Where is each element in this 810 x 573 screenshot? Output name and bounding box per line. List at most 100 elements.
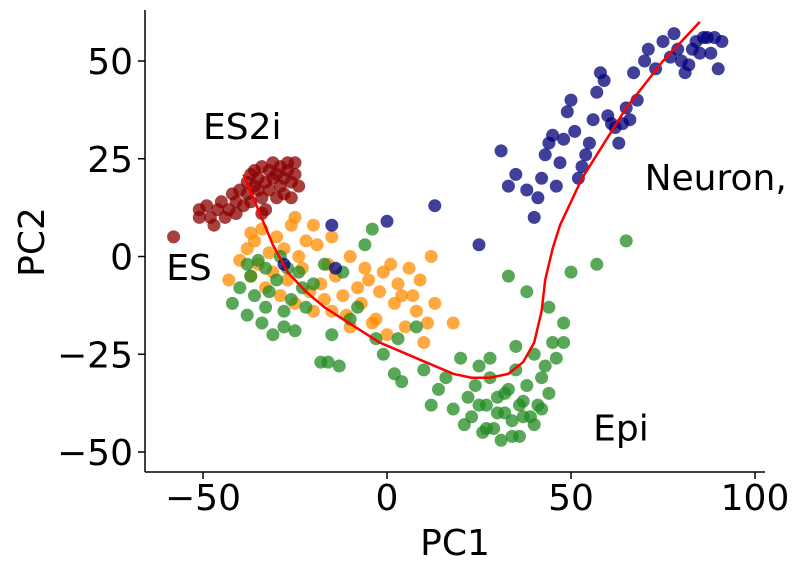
data-point [225, 296, 239, 310]
data-point [619, 234, 633, 248]
data-point [579, 148, 593, 162]
data-point [700, 31, 714, 44]
data-point [494, 433, 508, 447]
data-point [244, 226, 258, 240]
cluster-label: ES [166, 248, 212, 289]
data-point [240, 257, 254, 271]
x-tick-label: 0 [376, 478, 399, 519]
y-tick-label: 50 [87, 42, 133, 83]
data-point [376, 347, 390, 361]
data-point [373, 285, 387, 299]
data-point [472, 238, 486, 252]
data-point [167, 230, 181, 244]
data-point [365, 222, 379, 236]
data-point [516, 410, 530, 424]
data-point [542, 386, 556, 400]
data-point [351, 300, 365, 314]
data-point [329, 261, 342, 275]
x-tick-label: −50 [165, 478, 241, 519]
y-tick-label: −25 [57, 335, 133, 376]
data-point [192, 210, 206, 224]
data-point [277, 304, 291, 318]
data-point [248, 289, 261, 303]
data-point [520, 285, 534, 299]
trajectory-curve [242, 21, 701, 379]
data-point [273, 289, 287, 303]
data-point [682, 58, 696, 72]
data-point [306, 277, 320, 291]
data-point [288, 156, 302, 170]
data-point [325, 230, 339, 244]
data-point [527, 347, 541, 361]
data-point [299, 234, 313, 248]
data-point [262, 246, 276, 260]
data-point [266, 328, 280, 342]
data-point [656, 35, 670, 48]
data-point [402, 261, 416, 275]
data-point [564, 265, 578, 279]
data-point [667, 27, 681, 41]
data-point [325, 218, 339, 232]
data-point [424, 398, 438, 412]
cluster-label: ES2i [203, 107, 282, 148]
data-point [417, 363, 431, 377]
data-point [549, 179, 563, 193]
data-point [284, 293, 298, 306]
data-point [472, 359, 486, 373]
data-point [270, 230, 284, 244]
data-point [546, 128, 560, 142]
cluster-label: Neuron, [645, 158, 787, 199]
data-point [292, 179, 306, 193]
data-point [468, 379, 482, 392]
data-point [233, 281, 247, 295]
data-point [505, 414, 519, 428]
data-point [432, 382, 445, 396]
data-point [358, 261, 372, 275]
y-ticks: −50 −25 0 25 50 [57, 42, 145, 474]
data-point [597, 74, 611, 87]
data-point [336, 289, 350, 303]
data-point [288, 167, 302, 181]
data-point [505, 429, 519, 443]
data-point [627, 66, 641, 80]
data-point [259, 300, 273, 314]
data-point [557, 132, 571, 146]
data-point [380, 214, 394, 228]
data-point [461, 390, 475, 404]
data-point [413, 273, 427, 287]
data-point [671, 42, 685, 56]
data-point [575, 160, 589, 174]
data-point [586, 113, 600, 127]
data-point [358, 238, 372, 252]
data-point [288, 324, 302, 338]
data-point [535, 371, 549, 385]
data-point [343, 250, 357, 263]
data-point [200, 199, 214, 213]
data-point [362, 273, 376, 287]
data-point [527, 210, 541, 224]
data-point [417, 336, 431, 349]
y-axis-label: PC2 [12, 207, 53, 277]
data-point [501, 269, 515, 283]
points-layer [167, 27, 729, 447]
data-point [391, 277, 405, 291]
data-point [424, 250, 438, 263]
data-point [317, 257, 331, 271]
data-point [546, 336, 560, 349]
data-point [421, 316, 434, 330]
data-point [564, 93, 578, 107]
x-ticks: −50 0 50 100 [165, 472, 789, 519]
data-point [270, 273, 284, 287]
data-point [590, 257, 604, 271]
data-point [222, 273, 236, 287]
data-point [623, 113, 637, 127]
data-point [560, 105, 574, 119]
data-point [715, 35, 729, 48]
data-point [255, 316, 269, 330]
data-point [711, 62, 725, 76]
data-point [439, 371, 453, 385]
data-point [498, 386, 512, 400]
data-point [351, 281, 365, 295]
data-point [612, 136, 626, 150]
